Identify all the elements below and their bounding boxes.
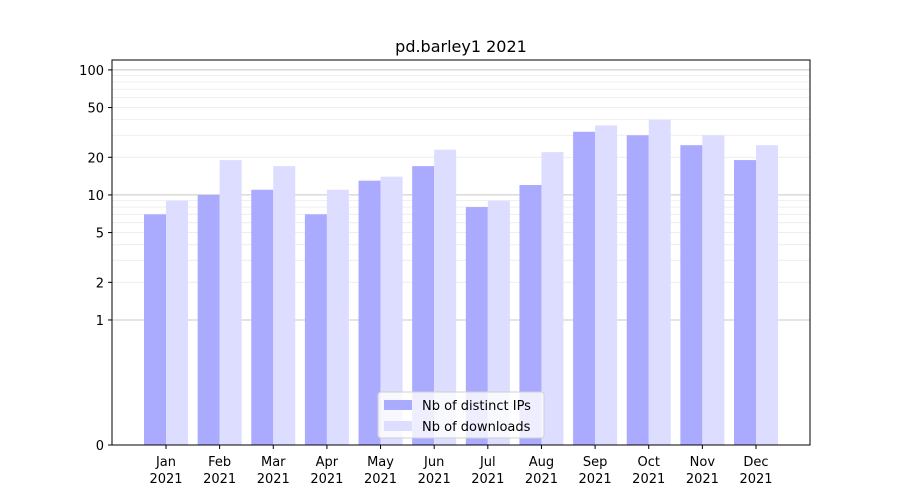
legend-swatch	[384, 400, 412, 410]
y-tick-label: 0	[96, 439, 104, 454]
y-tick-label: 100	[79, 64, 104, 79]
bar-distinct-ips	[251, 189, 274, 445]
bar-distinct-ips	[304, 214, 327, 445]
bar-distinct-ips	[412, 166, 435, 445]
y-tick-label: 20	[87, 151, 104, 166]
bar-distinct-ips	[680, 145, 703, 445]
legend-label: Nb of downloads	[422, 420, 531, 435]
axes: 0 1 2 5 10 20 50 100 Jan 2021 Feb 2021 Mar 2021 Apr 202…	[79, 59, 811, 487]
y-tick-label: 5	[96, 227, 104, 242]
bar-downloads	[273, 166, 296, 445]
bar-distinct-ips	[465, 207, 488, 445]
bar-distinct-ips	[144, 214, 166, 445]
plot-frame	[111, 59, 811, 446]
bar-downloads	[541, 152, 564, 445]
legend-box	[377, 391, 545, 439]
bar-downloads	[487, 200, 510, 445]
bar-distinct-ips	[734, 160, 756, 445]
bar-distinct-ips	[197, 194, 220, 445]
x-tick-label: May 2021	[364, 455, 397, 487]
chart-title: pd.barley1 2021	[395, 37, 527, 56]
x-tick-label: Oct 2021	[632, 455, 665, 487]
bar-downloads	[380, 176, 403, 445]
legend-swatch	[384, 421, 412, 431]
bar-distinct-ips	[358, 180, 381, 445]
bar-downloads	[219, 160, 242, 445]
bar-downloads	[595, 125, 618, 445]
x-tick-label: Dec 2021	[739, 455, 772, 487]
x-tick-label: Apr 2021	[310, 455, 343, 487]
x-tick-label: Jun 2021	[418, 455, 451, 487]
legend: Nb of distinct IPs Nb of downloads	[377, 391, 545, 439]
bar-downloads	[434, 149, 457, 446]
x-tick-label: Aug 2021	[525, 455, 558, 487]
y-tick-label: 2	[96, 276, 104, 291]
bar-downloads	[326, 189, 349, 445]
bar-distinct-ips	[573, 131, 596, 445]
x-tick-label: Jul 2021	[471, 455, 504, 487]
x-tick-label: Feb 2021	[203, 455, 236, 487]
x-tick-label: Jan 2021	[149, 455, 182, 487]
x-tick-label: Mar 2021	[257, 455, 290, 487]
bar-downloads	[756, 145, 778, 445]
y-tick-label: 50	[87, 102, 104, 117]
x-tick-label: Nov 2021	[686, 455, 719, 487]
bar-distinct-ips	[519, 185, 542, 445]
bar-downloads	[166, 200, 188, 445]
legend-label: Nb of distinct IPs	[422, 399, 531, 414]
bar-distinct-ips	[626, 135, 649, 445]
bars	[144, 119, 778, 446]
bar-downloads	[702, 135, 725, 445]
y-tick-label: 10	[87, 189, 104, 204]
y-tick-label: 1	[96, 314, 104, 329]
bar-downloads	[648, 119, 671, 446]
x-tick-label: Sep 2021	[579, 455, 612, 487]
